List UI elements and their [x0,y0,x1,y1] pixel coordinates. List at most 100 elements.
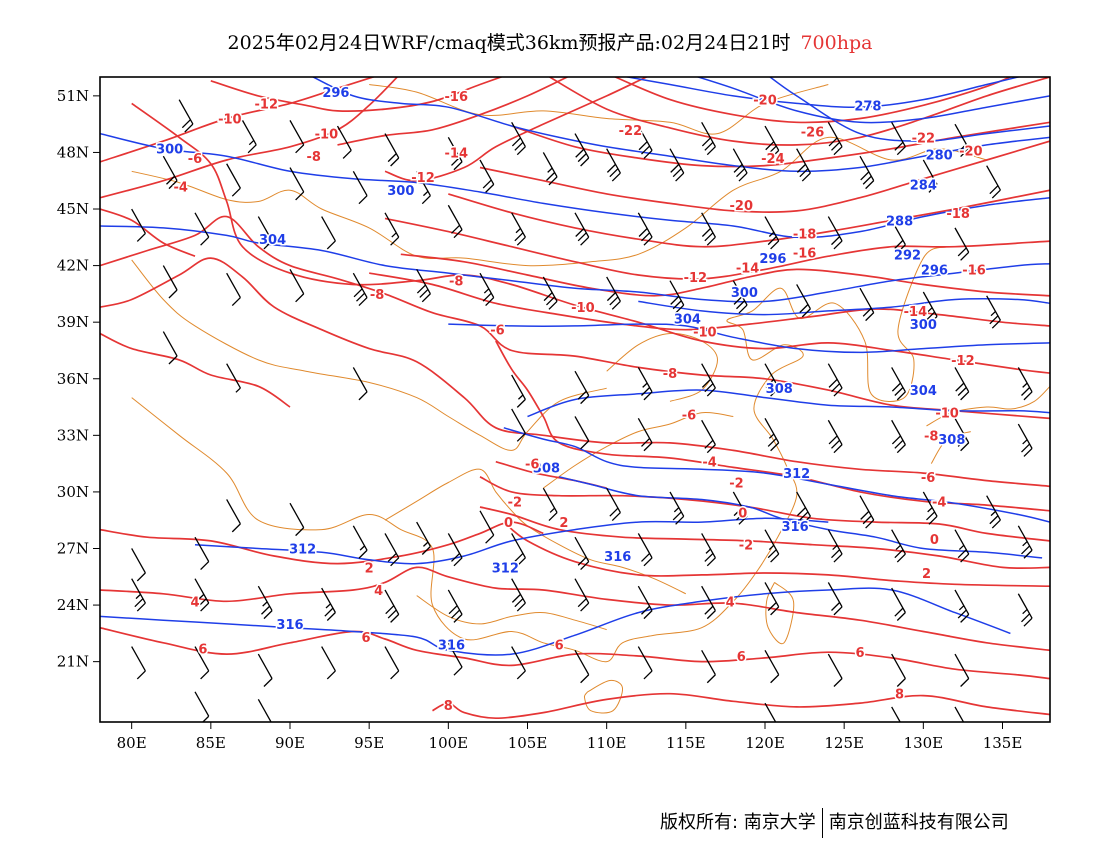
temperature-contour-label: 0 [930,533,939,548]
coastline-border [131,136,987,267]
isotherm [495,340,1050,512]
temperature-contour-label: -18 [946,207,970,222]
isotherm [384,77,649,182]
wind-barb [954,653,970,687]
isotherm [400,253,1050,297]
height-contour-label: 308 [938,433,965,448]
temperature-contour-label: 4 [726,595,735,610]
footer-divider [821,808,823,838]
temperature-contour-label: 2 [365,561,374,576]
height-contour-label: 316 [438,639,465,654]
height-contour-label: 312 [783,467,810,482]
wind-barb [131,548,146,582]
temperature-contour-label: -14 [904,305,928,320]
wind-barb [637,418,653,452]
wind-barb [637,367,653,401]
temperature-contour-label: -4 [932,495,946,510]
wind-barb [891,121,906,156]
temperature-contour-label: -6 [525,458,539,473]
height-contour-label: 296 [322,86,349,101]
temperature-contour-label: 0 [738,507,747,522]
lon-tick-label: 90E [275,734,305,752]
wind-barb [764,418,780,452]
wind-barb [178,99,194,133]
wind-barb [922,491,938,525]
isotherm [100,332,291,408]
wind-barb [764,650,780,684]
lat-tick-label: 24N [57,596,89,614]
wind-barb [637,533,653,567]
wind-barb [859,287,875,322]
copyright-footer: 版权所有: 南京大学 南京创蓝科技有限公司 [660,808,1009,838]
wind-barb [891,419,906,454]
wind-barb [447,589,463,623]
wind-barb [352,367,368,401]
wind-barb [479,159,495,193]
height-contour-label: 308 [766,382,793,397]
wind-barb [131,208,146,242]
wind-barb [891,706,901,722]
lon-tick-label: 135E [983,734,1023,752]
wind-barb [637,125,653,159]
wind-barb [194,646,210,680]
wind-barb [511,121,526,156]
lat-tick-label: 36N [57,370,89,388]
temperature-contour-label: -20 [959,145,983,160]
temperature-contour-label: 2 [922,567,931,582]
temperature-contour-label: -14 [736,261,760,276]
wind-barb [131,578,146,612]
wind-barb [954,227,970,261]
wind-barb [637,585,653,620]
coastline-border [384,468,687,595]
wind-barb [257,216,273,250]
lon-tick-label: 100E [429,734,469,752]
temperature-contour-label: 6 [361,631,370,646]
wind-barb [986,165,1001,199]
height-contour [638,298,1050,316]
lon-tick-label: 115E [666,734,706,752]
wind-barb [384,646,400,680]
temperature-contour-label: -2 [739,539,753,554]
temperature-contour-label: 0 [504,516,513,531]
wind-barb [574,133,590,167]
wind-barb [289,120,305,154]
wind-barb [891,220,906,254]
coastline-layer [131,84,1050,714]
height-contour-label: 284 [910,179,937,194]
temperature-contour-label: 8 [895,688,904,703]
wind-barb [986,495,1001,529]
temperature-contour-label: 8 [444,699,453,714]
height-contour-label: 300 [910,318,937,333]
wind-barb [1017,525,1033,559]
wind-barb [511,212,526,246]
wind-barb [764,216,780,250]
wind-barb [416,521,431,555]
temperature-contour-label: -14 [445,146,469,161]
temperature-contour-label: -6 [921,471,935,486]
lat-tick-label: 42N [57,257,89,275]
wind-barb [574,370,590,405]
temperature-contour-label: -8 [924,429,938,444]
temperature-contour-label: 6 [555,639,564,654]
wind-barb [447,204,463,239]
temperature-contour-label: -12 [951,354,975,369]
isotherm [100,566,1050,652]
wind-barb [701,419,716,454]
wind-barb [732,280,748,314]
wind-barb [669,280,685,314]
height-contour-label: 292 [894,248,921,263]
temperature-contour-label: -8 [449,275,463,290]
wind-barb [257,699,272,722]
height-contour [100,587,1011,656]
wind-barb [511,533,526,567]
wind-barb [796,284,811,318]
isotherm [100,521,544,565]
temperature-labels: -12-10-10-16-8-6 -14-12-4-20-22 -26-24-22-… [172,88,987,715]
wind-barb [1017,423,1033,457]
temperature-contour-label: -20 [730,199,754,214]
height-labels: 2963003003042782802842882922962963003003… [155,85,967,656]
wind-barb [574,212,590,246]
wind-barb [701,533,716,567]
wind-barb [574,416,590,450]
wind-barb [764,702,777,722]
